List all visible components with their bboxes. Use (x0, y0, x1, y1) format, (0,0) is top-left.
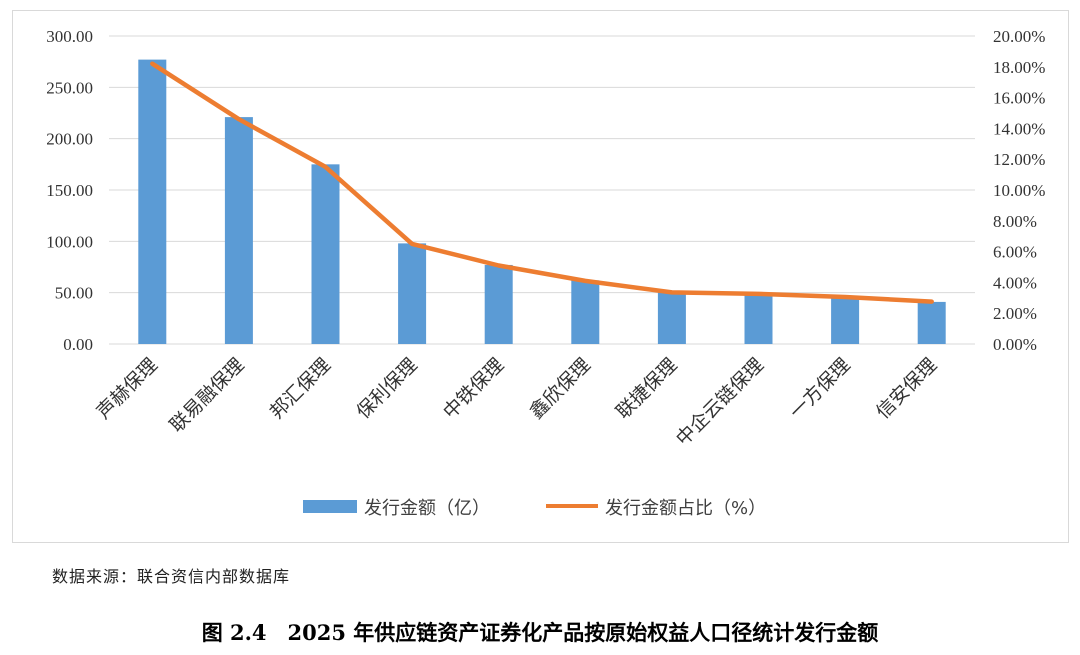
line-point (757, 292, 760, 296)
legend-bar-label: 发行金额（亿） (364, 498, 490, 519)
category-label: 邦汇保理 (266, 354, 335, 423)
chart-frame: 0.00 50.00 100.00 150.00 200.00 250.00 300.00 … (12, 10, 1069, 543)
right-tick-label: 8.00% (993, 212, 1037, 231)
line-path (150, 61, 934, 304)
right-tick-label: 6.00% (993, 243, 1037, 262)
line-point (410, 242, 414, 246)
category-label: 联易融保理 (166, 354, 249, 437)
bar (744, 292, 773, 344)
right-tick-label: 10.00% (993, 181, 1045, 200)
line-point (843, 295, 847, 299)
figure-caption: 图 2.4 2025 年供应链资产证券化产品按原始权益人口径统计发行金额 (201, 620, 879, 645)
left-tick-label: 0.00 (63, 335, 93, 354)
category-label: 联捷保理 (612, 354, 681, 423)
bar (917, 301, 946, 344)
line-point (237, 117, 241, 121)
bar (398, 243, 427, 344)
right-tick-label: 4.00% (993, 273, 1037, 292)
left-tick-label: 100.00 (46, 232, 93, 251)
line-point (670, 290, 674, 294)
right-tick-label: 18.00% (993, 58, 1045, 77)
legend-bar-swatch (303, 500, 357, 513)
line-series (150, 61, 934, 304)
bar (311, 164, 340, 344)
left-tick-label: 300.00 (46, 27, 93, 46)
combo-chart: 0.0050.00100.00150.00200.00250.00300.00 … (46, 27, 1045, 519)
right-tick-label: 20.00% (993, 27, 1045, 46)
bar (831, 295, 860, 344)
category-label: 声赫保理 (93, 354, 162, 423)
line-point (150, 62, 154, 66)
right-tick-label: 0.00% (993, 335, 1037, 354)
bar (571, 280, 600, 344)
line-point (930, 300, 934, 304)
bar (224, 117, 253, 345)
bar-series (138, 59, 946, 345)
source-note: 数据来源：联合资信内部数据库 (52, 567, 291, 586)
line-point (497, 263, 501, 267)
line-point (324, 165, 327, 169)
category-label: 保利保理 (352, 354, 421, 423)
right-tick-label: 16.00% (993, 89, 1045, 108)
left-tick-label: 250.00 (46, 78, 93, 97)
right-axis-ticks: 0.00% 2.00% 4.00% 6.00% 8.00% 10.00% 12.00% 14.… (993, 27, 1045, 354)
bar (138, 59, 167, 344)
right-tick-label: 14.00% (993, 119, 1045, 138)
left-tick-label: 150.00 (46, 181, 93, 200)
bar (484, 264, 513, 344)
right-tick-label: 2.00% (993, 304, 1037, 323)
right-tick-label: 12.00% (993, 150, 1045, 169)
legend-line-label: 发行金额占比（%） (605, 498, 766, 519)
category-labels: 声赫保理 联易融保理 邦汇保理 保利保理 中铁保理 鑫欣保理 联捷保理中企云链保理 一方保理信… (93, 354, 942, 450)
gridlines (109, 35, 975, 345)
line-point (583, 279, 587, 283)
category-label: 中铁保理 (439, 354, 508, 423)
legend: 发行金额（亿） 发行金额占比（%） (303, 498, 766, 519)
left-axis-ticks: 0.00 50.00 100.00 150.00 200.00 250.00 300.00 (46, 27, 93, 354)
category-label: 一方保理 (785, 354, 854, 423)
bar (657, 291, 686, 344)
category-label: 信安保理 (872, 354, 941, 423)
category-label: 中企云链保理 (672, 354, 768, 450)
left-tick-label: 200.00 (46, 130, 93, 149)
category-label: 鑫欣保理 (526, 354, 595, 423)
left-tick-label: 50.00 (55, 284, 93, 303)
